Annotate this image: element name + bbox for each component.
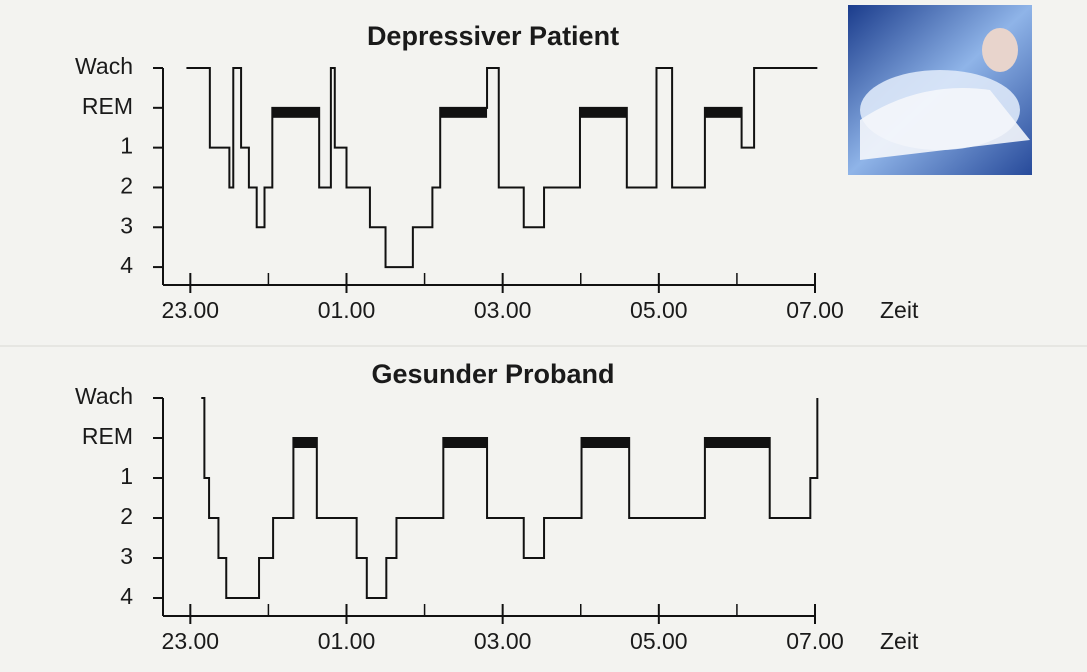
- x-tick-label: 01.00: [318, 297, 376, 323]
- y-tick-label: 4: [120, 583, 133, 609]
- rem-bar: [704, 438, 770, 448]
- chart-title: Depressiver Patient: [367, 21, 619, 51]
- chart-title: Gesunder Proband: [371, 359, 614, 389]
- rem-bar: [581, 438, 630, 448]
- y-tick-label: REM: [82, 93, 133, 119]
- hypnogram-line: [201, 397, 819, 599]
- x-axis-label: Zeit: [880, 628, 919, 654]
- y-tick-label: 3: [120, 212, 133, 238]
- y-tick-label: 1: [120, 463, 133, 489]
- x-axis-label: Zeit: [880, 297, 919, 323]
- x-tick-label: 05.00: [630, 628, 688, 654]
- rem-bar: [704, 107, 742, 118]
- rem-bar: [440, 107, 488, 118]
- y-tick-label: 1: [120, 133, 133, 159]
- x-tick-label: 07.00: [786, 628, 844, 654]
- chart: Gesunder Proband Wach REM 1 2 3 4 23.00 01.00 03.…: [75, 359, 919, 654]
- y-tick-label: 2: [120, 503, 133, 529]
- x-tick-label: 23.00: [162, 628, 220, 654]
- x-tick-label: 07.00: [786, 297, 844, 323]
- y-tick-label: 4: [120, 252, 133, 278]
- rem-bar: [272, 107, 320, 118]
- y-tick-label: REM: [82, 423, 133, 449]
- x-tick-label: 03.00: [474, 628, 532, 654]
- photo: [848, 5, 1032, 175]
- rem-bar: [579, 107, 627, 118]
- y-tick-label: 2: [120, 173, 133, 199]
- x-tick-label: 03.00: [474, 297, 532, 323]
- x-tick-label: 05.00: [630, 297, 688, 323]
- rem-bar: [293, 438, 317, 448]
- hypnogram-line: [186, 67, 818, 269]
- x-tick-label: 01.00: [318, 628, 376, 654]
- y-tick-label: 3: [120, 543, 133, 569]
- y-tick-label: Wach: [75, 53, 133, 79]
- chart: Depressiver Patient Wach REM 1 2 3 4 23.00 01.00…: [75, 21, 919, 323]
- x-tick-label: 23.00: [162, 297, 220, 323]
- y-tick-label: Wach: [75, 383, 133, 409]
- rem-bar: [443, 438, 488, 448]
